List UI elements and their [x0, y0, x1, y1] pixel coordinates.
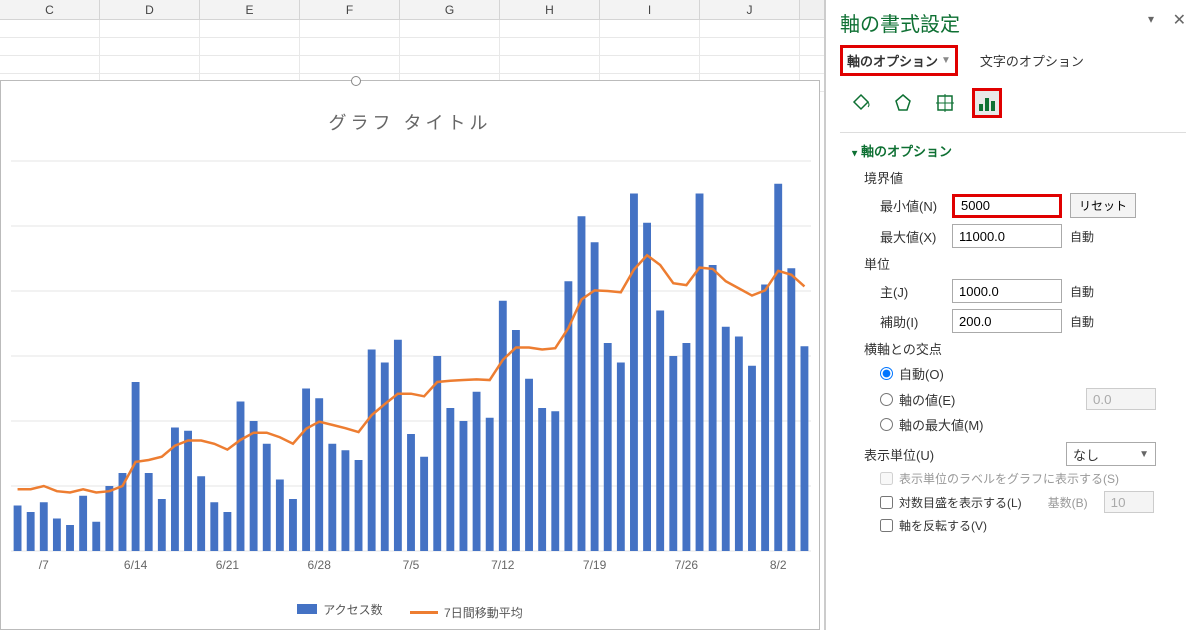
log-base-field [1104, 491, 1154, 513]
legend-swatch-line [410, 611, 438, 614]
column-header[interactable]: E [200, 0, 300, 19]
pane-options-icon[interactable]: ▾ [1148, 12, 1154, 26]
display-unit-select[interactable]: なし ▼ [1066, 442, 1156, 466]
min-label: 最小値(N) [864, 196, 944, 215]
size-icon[interactable] [930, 88, 960, 118]
column-header[interactable]: H [500, 0, 600, 19]
tab-text-options[interactable]: 文字のオプション [976, 48, 1088, 73]
max-label: 最大値(X) [864, 227, 944, 246]
unit-label: 単位 [864, 254, 1186, 273]
legend-label-2: 7日間移動平均 [444, 604, 523, 621]
svg-text:7/26: 7/26 [675, 558, 699, 572]
svg-text:8/2: 8/2 [770, 558, 787, 572]
tab-axis-options-label: 軸のオプション [847, 51, 938, 70]
log-base-label: 基数(B) [1048, 494, 1088, 511]
boundary-section: 境界値 最小値(N) リセット 最大値(X) 自動 単位 主(J) 自動 補助(… [864, 168, 1186, 534]
chart-svg: /7 6/14 6/21 6/28 7/5 7/12 7/19 7/26 8/2 [11, 151, 811, 581]
column-header[interactable]: G [400, 0, 500, 19]
axis-options-icon[interactable] [972, 88, 1002, 118]
svg-text:7/5: 7/5 [403, 558, 420, 572]
reset-button[interactable]: リセット [1070, 193, 1136, 218]
cross-auto-label: 自動(O) [899, 364, 944, 383]
column-header[interactable]: D [100, 0, 200, 19]
minor-input[interactable] [952, 309, 1062, 333]
dropdown-icon: ▼ [941, 55, 951, 66]
column-header[interactable]: C [0, 0, 100, 19]
column-headers: CDEFGHIJ [0, 0, 825, 20]
log-scale-label: 対数目盛を表示する(L) [899, 494, 1022, 511]
tab-axis-options[interactable]: 軸のオプション ▼ [840, 45, 958, 76]
reverse-axis-label: 軸を反転する(V) [899, 517, 987, 534]
cross-auto-input[interactable] [880, 367, 893, 380]
column-header[interactable]: F [300, 0, 400, 19]
major-auto-label: 自動 [1070, 283, 1094, 300]
cross-value-label: 軸の値(E) [899, 390, 955, 409]
svg-text:7/19: 7/19 [583, 558, 607, 572]
minor-auto-label: 自動 [1070, 313, 1094, 330]
chart-legend: アクセス数 7日間移動平均 [1, 601, 819, 622]
svg-text:6/14: 6/14 [124, 558, 148, 572]
major-label: 主(J) [864, 282, 944, 301]
display-unit-chart-input [880, 472, 893, 485]
display-unit-value: なし [1073, 445, 1099, 464]
fill-icon[interactable] [846, 88, 876, 118]
max-auto-label: 自動 [1070, 228, 1094, 245]
dropdown-icon: ▼ [1139, 449, 1149, 460]
reverse-axis-checkbox[interactable]: 軸を反転する(V) [880, 517, 1186, 534]
display-unit-label: 表示単位(U) [864, 445, 934, 464]
chart-container[interactable]: グラフ タイトル /7 6/14 6/21 6/28 7/5 7/12 7/19 7/26 8/… [0, 80, 820, 630]
legend-label-1: アクセス数 [323, 601, 382, 618]
column-header[interactable]: I [600, 0, 700, 19]
display-unit-chart-checkbox: 表示単位のラベルをグラフに表示する(S) [880, 470, 1186, 487]
cross-max-input[interactable] [880, 418, 893, 431]
log-scale-input[interactable] [880, 496, 893, 509]
boundary-label: 境界値 [864, 168, 1186, 187]
svg-text:6/21: 6/21 [216, 558, 240, 572]
svg-text:6/28: 6/28 [308, 558, 332, 572]
reverse-axis-input[interactable] [880, 519, 893, 532]
option-type-tabs: 軸のオプション ▼ 文字のオプション [840, 45, 1186, 76]
cross-label: 横軸との交点 [864, 339, 1186, 358]
column-header[interactable]: J [700, 0, 800, 19]
chart-resize-handle[interactable] [351, 76, 361, 86]
effects-icon[interactable] [888, 88, 918, 118]
cross-value-input[interactable] [880, 393, 893, 406]
cross-max-radio[interactable]: 軸の最大値(M) [880, 415, 1186, 434]
cross-max-label: 軸の最大値(M) [899, 415, 984, 434]
minor-label: 補助(I) [864, 312, 944, 331]
section-axis-options[interactable]: 軸のオプション [852, 141, 1186, 160]
legend-swatch-bar [297, 604, 317, 614]
major-input[interactable] [952, 279, 1062, 303]
property-icon-tabs [840, 88, 1186, 118]
log-scale-checkbox[interactable]: 対数目盛を表示する(L) 基数(B) [880, 491, 1186, 513]
max-input[interactable] [952, 224, 1062, 248]
svg-text:/7: /7 [39, 558, 49, 572]
cross-value-radio[interactable]: 軸の値(E) [880, 388, 1186, 410]
svg-text:7/12: 7/12 [491, 558, 515, 572]
worksheet-area: CDEFGHIJ グラフ タイトル /7 6/14 6/21 6/28 7/5 7/12 7… [0, 0, 825, 630]
chart-title[interactable]: グラフ タイトル [1, 81, 819, 135]
chart-plot-area: /7 6/14 6/21 6/28 7/5 7/12 7/19 7/26 8/2 [11, 151, 811, 581]
pane-title: 軸の書式設定 [840, 8, 1186, 37]
cross-auto-radio[interactable]: 自動(O) [880, 364, 1186, 383]
legend-item-series1: アクセス数 [297, 601, 382, 618]
legend-item-series2: 7日間移動平均 [410, 604, 523, 621]
min-input[interactable] [952, 194, 1062, 218]
display-unit-chart-label: 表示単位のラベルをグラフに表示する(S) [899, 470, 1119, 487]
cross-value-field [1086, 388, 1156, 410]
close-icon[interactable]: ✕ [1173, 10, 1186, 30]
format-axis-pane: 軸の書式設定 ▾ ✕ 軸のオプション ▼ 文字のオプション 軸のオプション 境界… [825, 0, 1200, 630]
